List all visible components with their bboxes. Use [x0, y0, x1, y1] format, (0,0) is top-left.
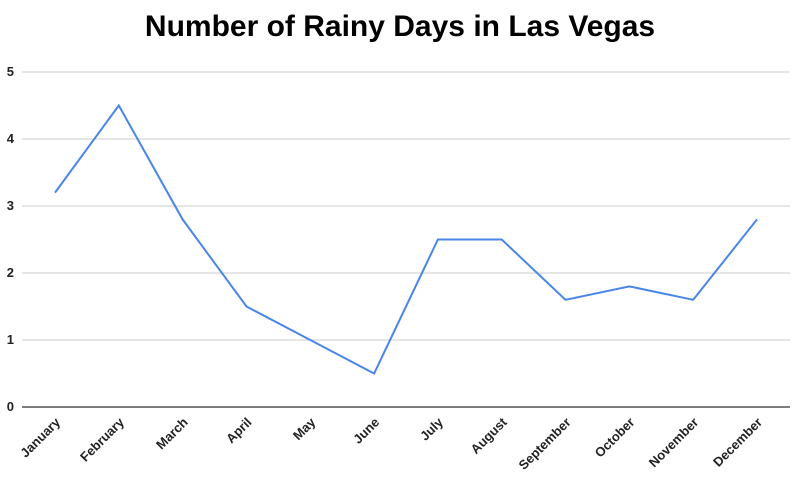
x-tick-label: July	[417, 414, 447, 444]
x-tick-label: October	[592, 415, 638, 461]
y-tick-label: 4	[7, 131, 15, 146]
x-tick-label: March	[153, 414, 191, 452]
data-point	[563, 297, 569, 303]
data-point	[499, 237, 505, 243]
x-tick-label: November	[646, 415, 702, 471]
data-point	[371, 371, 377, 377]
x-tick-label: April	[223, 415, 255, 447]
chart-title: Number of Rainy Days in Las Vegas	[144, 10, 656, 43]
x-tick-label: August	[468, 414, 511, 457]
x-tick-label: June	[350, 415, 382, 447]
data-point	[52, 190, 58, 196]
x-tick-label: September	[516, 415, 574, 473]
data-point	[626, 283, 632, 289]
y-axis-ticks: 0 1 2 3 4 5	[7, 64, 15, 414]
y-tick-label: 5	[7, 64, 14, 79]
x-tick-label: January	[17, 414, 63, 460]
data-point	[307, 337, 313, 343]
data-point	[243, 304, 249, 310]
data-point	[754, 216, 760, 222]
x-tick-label: December	[710, 415, 765, 470]
y-tick-label: 0	[7, 399, 14, 414]
x-tick-label: February	[77, 414, 127, 464]
y-tick-label: 3	[7, 198, 14, 213]
grid-lines	[22, 71, 790, 341]
series-layer	[52, 103, 760, 377]
x-tick-label: May	[290, 414, 319, 443]
data-point	[690, 297, 696, 303]
data-point	[435, 237, 441, 243]
x-axis-ticks: January February March April May June July Augu…	[17, 414, 765, 473]
y-tick-label: 2	[7, 265, 14, 280]
series-line	[54, 103, 758, 375]
data-point	[180, 216, 186, 222]
data-point	[116, 103, 122, 109]
y-tick-label: 1	[7, 332, 14, 347]
